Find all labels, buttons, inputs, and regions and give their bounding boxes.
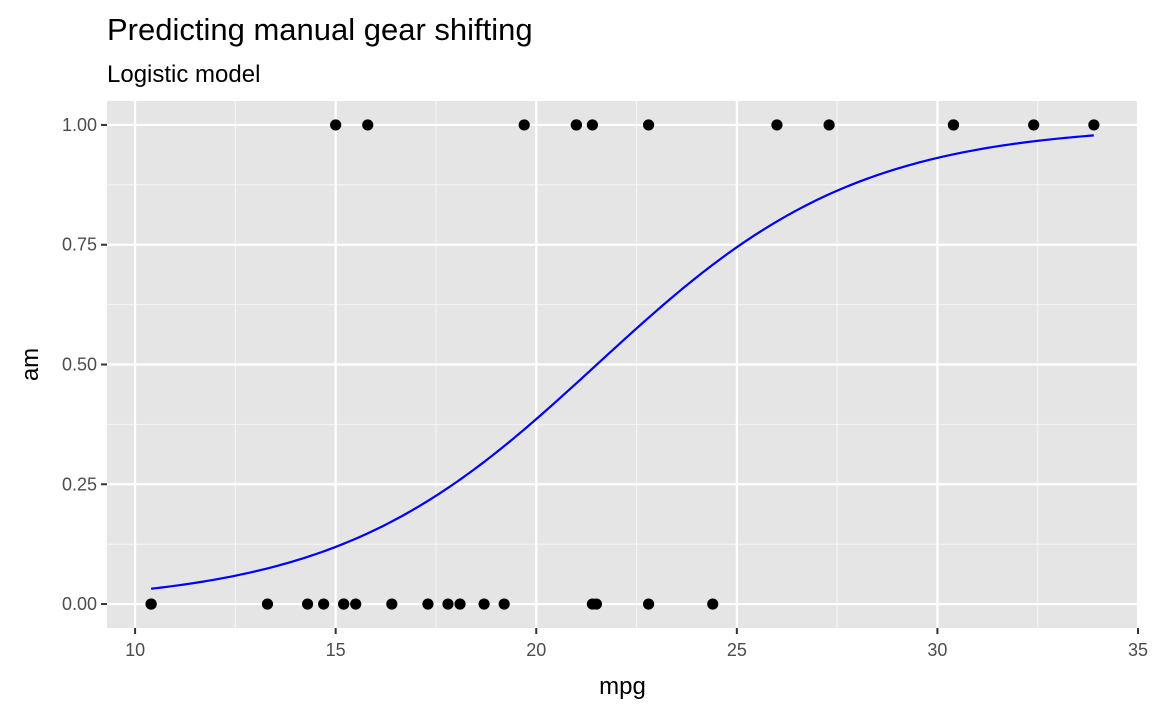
data-point (350, 598, 362, 610)
data-point (707, 598, 719, 610)
x-tick-label: 25 (727, 640, 747, 660)
data-point (498, 598, 510, 610)
data-point (386, 598, 398, 610)
chart-subtitle: Logistic model (107, 61, 260, 88)
major-gridlines (107, 101, 1140, 628)
x-axis: 10 15 20 25 30 35 (125, 628, 1148, 660)
data-point (145, 598, 157, 610)
y-axis: 0.00 0.25 0.50 0.75 1.00 (62, 115, 107, 614)
data-point (642, 119, 655, 131)
logistic-fit-line (151, 134, 1094, 590)
x-tick-label: 30 (927, 640, 947, 660)
y-axis-title: am (17, 348, 44, 381)
data-point (590, 598, 603, 610)
points-layer (145, 119, 1100, 610)
data-point (422, 598, 434, 610)
data-point (642, 598, 655, 610)
data-point (586, 119, 599, 131)
x-tick-label: 20 (526, 640, 546, 660)
data-point (947, 119, 960, 131)
x-tick-label: 15 (326, 640, 346, 660)
data-point (362, 119, 374, 131)
x-tick-label: 10 (125, 640, 145, 660)
data-point (1088, 119, 1100, 131)
y-tick-label: 0.00 (62, 594, 97, 614)
fit-layer (151, 134, 1094, 590)
data-point (318, 598, 330, 610)
data-point (330, 119, 342, 131)
data-point (261, 598, 274, 610)
data-point (570, 119, 582, 131)
data-point (1028, 119, 1040, 131)
y-tick-label: 0.25 (62, 474, 97, 494)
data-point (338, 598, 350, 610)
y-tick-label: 0.75 (62, 235, 97, 255)
y-tick-label: 1.00 (62, 115, 97, 135)
data-point (518, 119, 530, 131)
data-point (823, 119, 835, 131)
data-point (301, 598, 314, 610)
y-tick-label: 0.50 (62, 355, 97, 375)
data-point (442, 598, 454, 610)
x-tick-label: 35 (1128, 640, 1148, 660)
data-point (771, 119, 783, 131)
data-point (478, 598, 490, 610)
data-point (454, 598, 466, 610)
chart-title: Predicting manual gear shifting (107, 12, 533, 47)
x-axis-title: mpg (599, 673, 646, 700)
